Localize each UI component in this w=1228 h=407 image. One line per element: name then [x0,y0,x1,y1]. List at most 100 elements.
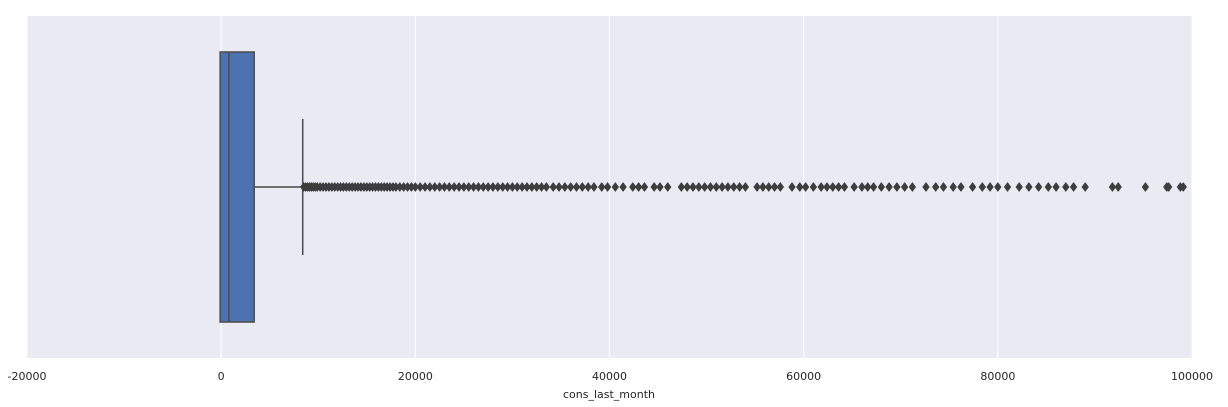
outlier-point [421,181,429,193]
outlier-point [435,181,444,193]
outlier-point [1034,181,1043,193]
outlier-point [823,181,831,193]
outlier-point [572,181,581,193]
x-tick-label: 0 [218,370,225,383]
outlier-point [949,181,957,193]
outlier-point [817,181,825,193]
outlier-point [440,181,449,193]
x-tick-label: -20000 [8,370,47,383]
outlier-point [700,181,709,193]
outlier-point [532,181,541,193]
outlier-point [650,181,658,193]
x-tick-label: 20000 [398,370,433,383]
outlier-point [1062,181,1070,193]
outlier-point [706,181,715,193]
outlier-point [513,181,521,193]
outlier-point [484,181,492,193]
outlier-point [1108,181,1117,193]
outlier-point [1052,181,1060,193]
outlier-point [474,181,483,193]
outlier-point [765,181,773,193]
outlier-point [759,181,767,193]
outlier-point [1003,181,1012,193]
outlier-point [411,181,420,193]
outlier-point [542,181,551,193]
outlier-point [689,181,697,193]
outlier-point [908,181,917,193]
outlier-point [994,181,1002,193]
outlier-point [498,181,507,193]
outlier-point [537,181,546,193]
outlier-point [893,181,901,193]
outlier-point [619,181,627,193]
outlier-point [683,181,691,193]
outlier-point [735,181,744,193]
outlier-point [957,181,965,193]
box [219,51,255,323]
outlier-point [1114,181,1122,193]
outlier-point [809,181,818,193]
outlier-point [469,181,478,193]
outlier-point [450,181,458,193]
outlier-point [730,181,738,193]
outlier-point [416,181,424,193]
outlier-point [584,181,592,193]
outlier-point [1025,181,1033,193]
outlier-point [489,181,497,193]
outlier-point [788,181,796,193]
outlier-point [640,181,649,193]
outlier-point [753,181,761,193]
outlier-point [629,181,637,193]
x-axis-label: cons_last_month [563,388,655,401]
outlier-point [479,181,488,193]
outlier-point [864,181,872,193]
outlier-point [611,181,620,193]
outlier-point [445,181,454,193]
outlier-point [712,181,721,193]
outlier-point [634,181,643,193]
outlier-point [598,181,606,193]
outlier-point [518,181,526,193]
outlier-points [299,181,1187,193]
x-tick-label: 40000 [592,370,627,383]
outlier-point [978,181,987,193]
outlier-point [1044,181,1053,193]
outlier-point [561,181,569,193]
outlier-point [1179,181,1187,193]
outlier-point [664,181,672,193]
outlier-point [460,181,468,193]
outlier-point [869,181,878,193]
outlier-point [677,181,686,193]
outlier-point [885,181,893,193]
outlier-point [455,181,463,193]
outlier-point [1141,181,1150,193]
outlier-point [426,181,434,193]
outlier-point [523,181,531,193]
outlier-point [555,181,563,193]
outlier-point [939,181,948,193]
outlier-point [1015,181,1023,193]
outlier-point [801,181,810,193]
outlier-point [1164,181,1173,193]
outlier-point [1081,181,1089,193]
outlier-point [850,181,858,193]
outlier-point [718,181,726,193]
outlier-point [528,181,536,193]
outlier-point [741,181,750,193]
outlier-point [549,181,557,193]
outlier-point [931,181,940,193]
iqr-box [219,51,255,323]
outlier-point [770,181,779,193]
outlier-point [776,181,785,193]
outlier-point [578,181,587,193]
outlier-point [900,181,909,193]
outlier-point [465,181,473,193]
x-tick-label: 100000 [1171,370,1213,383]
outlier-point [834,181,843,193]
x-tick-labels: -20000 0 20000 40000 60000 80000 100000 [8,370,1213,383]
outlier-point [724,181,732,193]
outlier-point [1069,181,1078,193]
outlier-point [858,181,866,193]
